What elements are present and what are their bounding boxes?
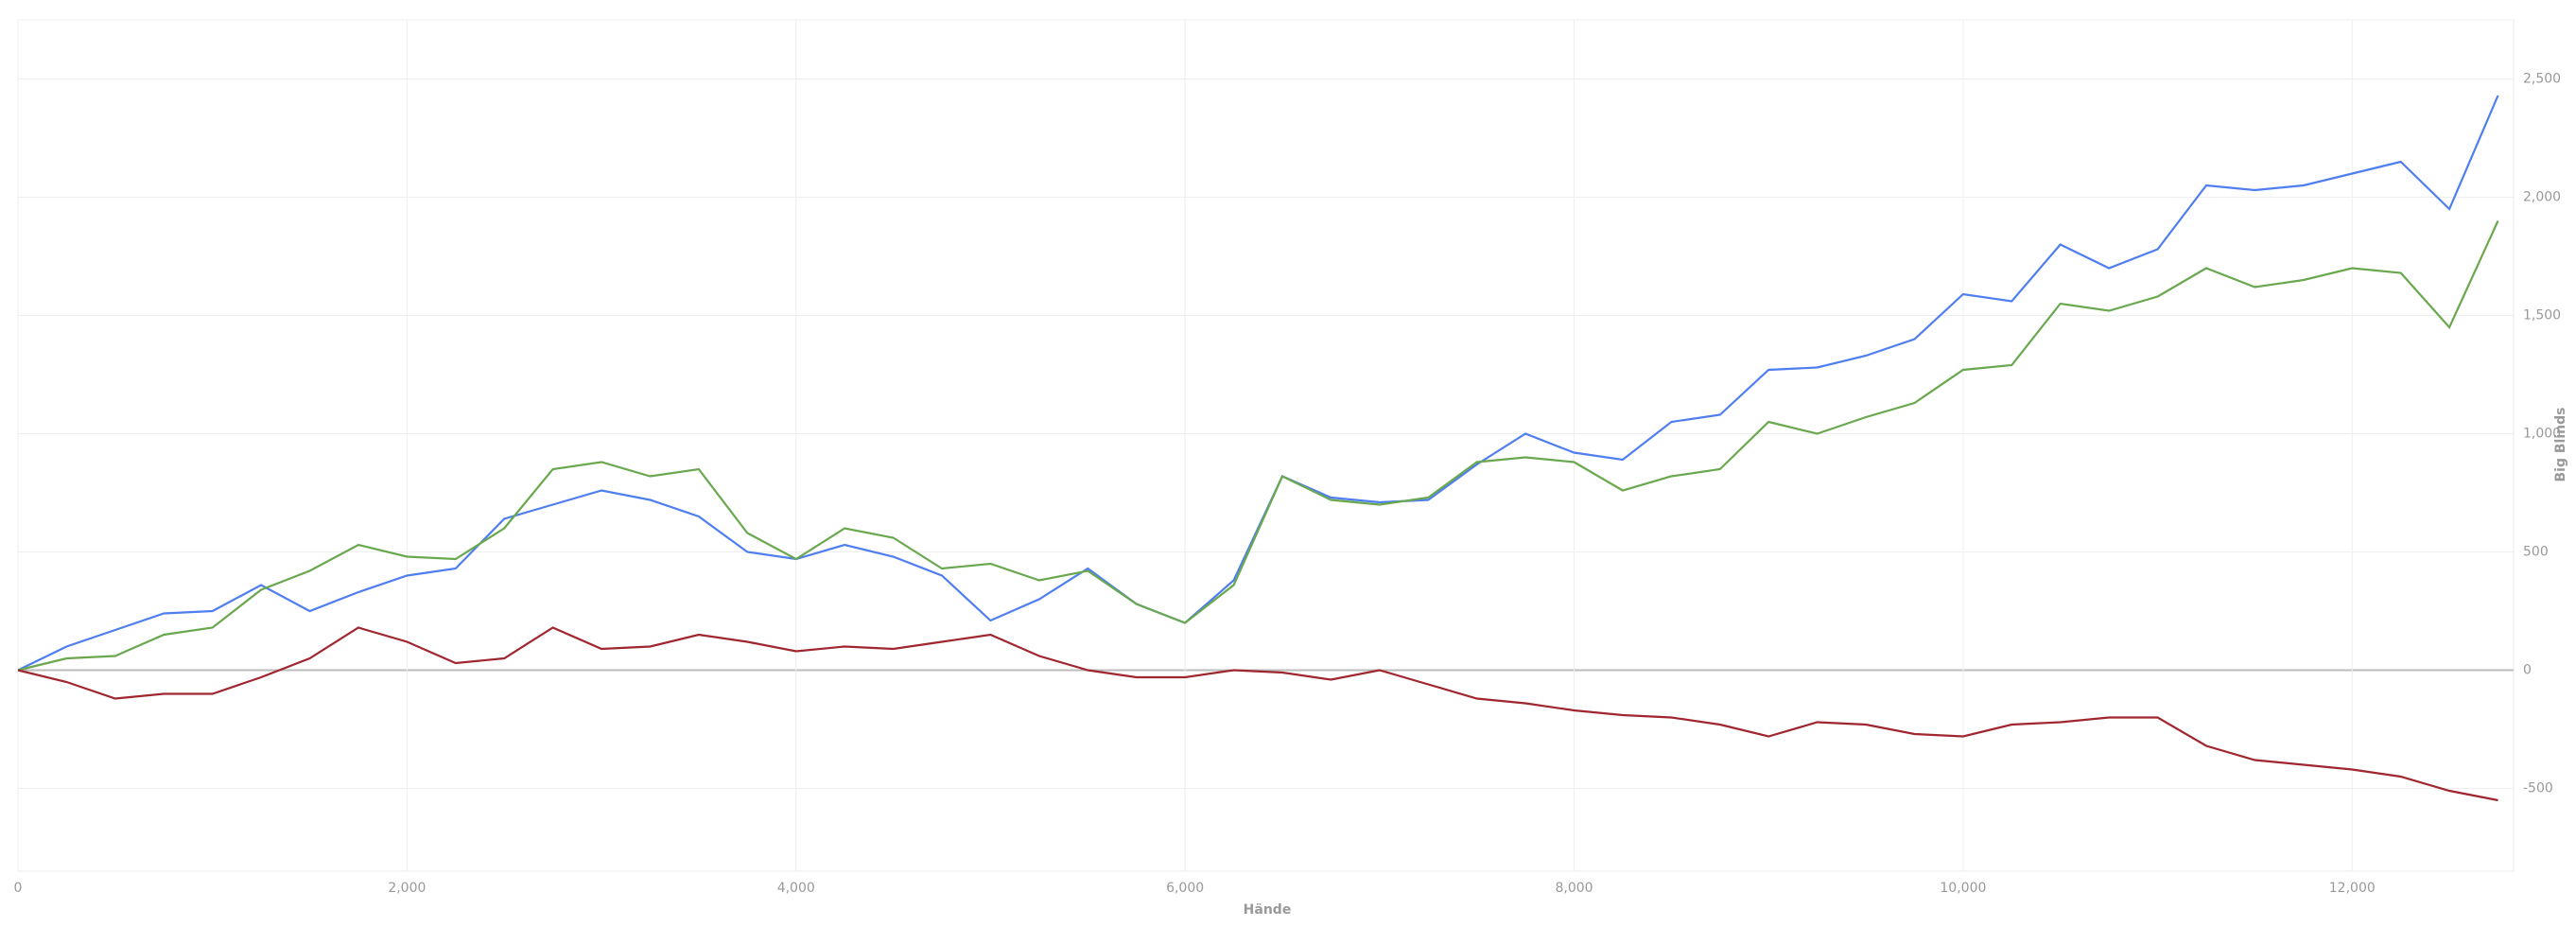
line-series (17, 626, 2498, 802)
y-tick-label: 0 (2523, 663, 2532, 678)
y-tick-label: 2,500 (2523, 72, 2561, 87)
x-tick-label: 8,000 (1555, 881, 1593, 896)
x-tick-label: 6,000 (1166, 881, 1204, 896)
y-tick-label: 2,000 (2523, 190, 2561, 205)
plot-border (17, 19, 2515, 872)
y-tick-label: 500 (2523, 545, 2549, 560)
x-tick-label: 0 (14, 881, 23, 896)
y-tick-label: 1,500 (2523, 308, 2561, 324)
line-series (17, 220, 2499, 672)
line-series (17, 95, 2499, 672)
x-tick-label: 2,000 (388, 881, 426, 896)
x-tick-label: 12,000 (2329, 881, 2376, 896)
y-tick-label: 1,000 (2523, 427, 2561, 442)
x-tick-label: 4,000 (777, 881, 815, 896)
y-tick-label: -500 (2523, 781, 2553, 796)
x-tick-label: 10,000 (1940, 881, 1986, 896)
x-axis-label: Hände (1244, 902, 1292, 918)
y-axis-label: Big Blinds (2553, 408, 2568, 482)
